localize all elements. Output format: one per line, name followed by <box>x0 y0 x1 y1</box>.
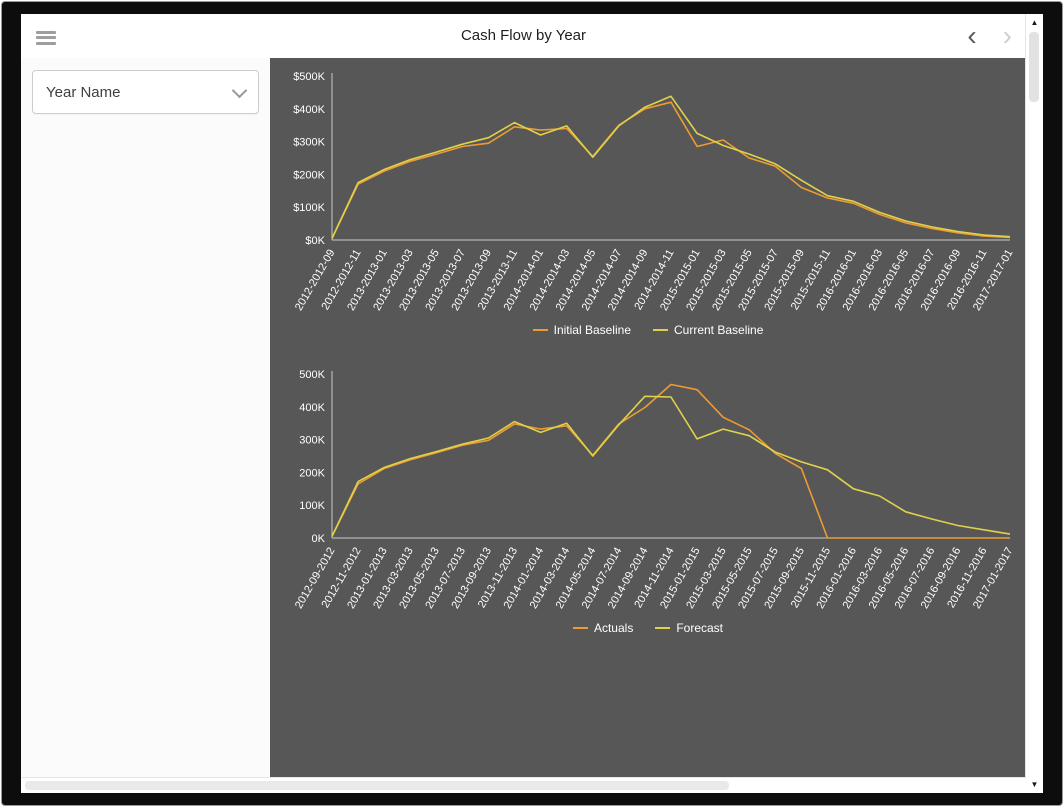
report-canvas: $0K $100K $200K $300K $400K $500K 2012-2012-09… <box>270 58 1026 778</box>
svg-text:$0K: $0K <box>305 235 325 247</box>
series-line-actuals[interactable] <box>331 383 1010 539</box>
content-area: Year Name $0K $100K $200K $300K $400K $500K 20… <box>21 58 1026 778</box>
legend-label: Initial Baseline <box>553 323 631 337</box>
year-name-dropdown[interactable]: Year Name <box>32 70 259 114</box>
baseline-chart-block: $0K $100K $200K $300K $400K $500K 2012-2012-09… <box>270 66 1026 340</box>
legend-swatch <box>532 329 548 331</box>
chevron-right-icon[interactable]: › <box>1002 20 1012 51</box>
svg-text:$400K: $400K <box>293 104 325 116</box>
scroll-down-icon[interactable]: ▼ <box>1030 780 1039 789</box>
year-name-dropdown-label: Year Name <box>46 83 121 101</box>
legend-item-current-baseline[interactable]: Current Baseline <box>653 323 763 337</box>
svg-text:$100K: $100K <box>293 202 325 214</box>
vertical-scrollbar[interactable]: ▲ ▼ <box>1025 14 1043 793</box>
svg-text:0K: 0K <box>312 533 326 545</box>
baseline-line-chart[interactable]: $0K $100K $200K $300K $400K $500K 2012-2012-09… <box>270 66 1026 318</box>
scroll-up-icon[interactable]: ▲ <box>1030 18 1039 27</box>
legend-label: Actuals <box>593 621 634 635</box>
page-title: Cash Flow by Year <box>460 27 587 44</box>
page-nav: ‹ › <box>967 14 1012 58</box>
actuals-forecast-chart-legend: Actuals Forecast <box>270 618 1026 638</box>
legend-swatch <box>653 329 668 331</box>
vertical-scrollbar-thumb[interactable] <box>1029 32 1039 102</box>
svg-text:300K: 300K <box>299 435 325 447</box>
legend-label: Forecast <box>676 621 724 635</box>
chevron-left-icon[interactable]: ‹ <box>967 20 977 51</box>
svg-text:400K: 400K <box>299 402 325 414</box>
actuals-forecast-line-chart[interactable]: 0K 100K 200K 300K 400K 500K 2012-09-2012 2012-1… <box>270 364 1026 616</box>
legend-swatch <box>655 627 671 629</box>
actuals-forecast-chart-block: 0K 100K 200K 300K 400K 500K 2012-09-2012 2012-1… <box>270 364 1026 638</box>
svg-text:$500K: $500K <box>293 71 325 83</box>
baseline-chart-legend: Initial Baseline Current Baseline <box>270 320 1026 340</box>
svg-text:100K: 100K <box>299 500 325 512</box>
legend-item-forecast[interactable]: Forecast <box>655 621 723 635</box>
filter-sidebar: Year Name <box>21 58 270 778</box>
series-line-forecast[interactable] <box>331 395 1011 537</box>
legend-item-actuals[interactable]: Actuals <box>572 621 634 635</box>
series-line-current-baseline[interactable] <box>331 95 1011 239</box>
svg-text:$200K: $200K <box>293 169 325 181</box>
legend-label: Current Baseline <box>674 323 764 337</box>
chart-canvas: $0K$100K$200K$300K$400K$500K2012-2012-09… <box>293 71 1016 313</box>
toolbar: Cash Flow by Year ‹ › <box>21 14 1026 59</box>
series-line-initial-baseline[interactable] <box>331 101 1011 239</box>
chevron-down-icon <box>231 82 248 98</box>
legend-item-initial-baseline[interactable]: Initial Baseline <box>532 323 631 337</box>
svg-text:200K: 200K <box>299 467 325 479</box>
menu-icon[interactable] <box>36 28 58 47</box>
svg-text:$300K: $300K <box>293 137 325 149</box>
svg-text:500K: 500K <box>299 369 325 381</box>
horizontal-scrollbar[interactable] <box>21 777 1026 793</box>
report-window: Cash Flow by Year ‹ › Year Name $0K $100K… <box>21 14 1043 793</box>
chart-canvas: 0K100K200K300K400K500K2012-09-20122012-1… <box>293 369 1016 611</box>
legend-swatch <box>572 627 588 629</box>
horizontal-scrollbar-thumb[interactable] <box>25 781 729 790</box>
